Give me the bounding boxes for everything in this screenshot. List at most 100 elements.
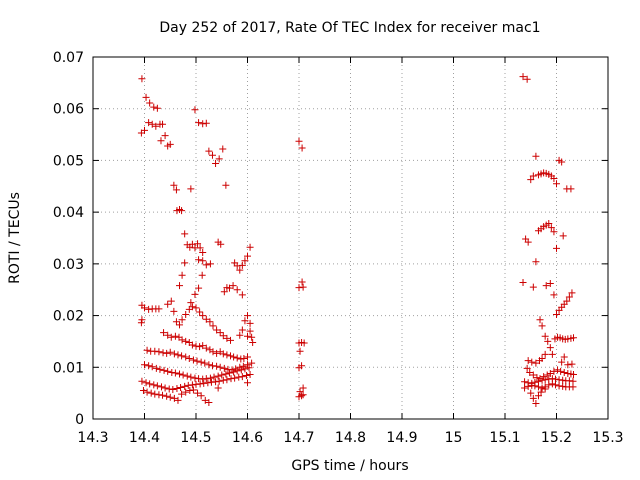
data-point [198, 271, 206, 279]
data-point [138, 316, 146, 324]
data-point [529, 283, 537, 291]
data-point [167, 333, 175, 341]
data-point [213, 349, 221, 357]
data-point [170, 350, 178, 358]
data-point [166, 348, 174, 356]
data-point [227, 336, 235, 344]
data-point [199, 120, 207, 128]
data-point [196, 308, 204, 316]
data-point [249, 338, 257, 346]
data-point [519, 278, 527, 286]
data-point [171, 369, 179, 377]
data-point [532, 399, 540, 407]
data-point [192, 342, 200, 350]
data-point [139, 387, 147, 395]
data-point [182, 388, 190, 396]
data-point [241, 257, 249, 265]
data-point [166, 393, 174, 401]
x-tick-label: 15 [445, 430, 463, 446]
data-point [529, 172, 537, 180]
data-point [145, 362, 153, 370]
data-point [205, 398, 213, 406]
data-point [529, 394, 537, 402]
data-point [524, 357, 532, 365]
data-point [299, 384, 307, 392]
data-point [540, 373, 548, 381]
data-point [531, 382, 539, 390]
data-point [534, 383, 542, 391]
data-point [555, 382, 563, 390]
data-point [244, 332, 251, 340]
data-point [550, 175, 558, 183]
y-tick-label: 0.02 [53, 309, 84, 325]
data-point [559, 376, 567, 384]
data-point [223, 334, 231, 342]
data-point [559, 232, 567, 240]
x-axis-label: GPS time / hours [291, 458, 408, 474]
data-point [548, 380, 556, 388]
data-point [524, 382, 532, 390]
data-point [165, 385, 173, 393]
data-point [166, 140, 174, 148]
data-point [299, 391, 307, 399]
data-point [295, 137, 303, 145]
data-point [150, 103, 158, 111]
data-point [224, 365, 232, 373]
data-point [524, 238, 532, 246]
data-point [206, 318, 214, 326]
data-point [222, 370, 230, 378]
data-point [568, 289, 576, 297]
data-point [527, 389, 535, 397]
data-point [174, 351, 182, 359]
data-point [536, 316, 544, 324]
data-point [195, 375, 203, 383]
data-point [193, 357, 201, 365]
data-point [246, 319, 254, 327]
data-point [555, 376, 563, 384]
y-tick-label: 0.06 [53, 102, 84, 118]
data-point [146, 99, 154, 107]
y-tick-label: 0.01 [53, 360, 84, 376]
data-point [189, 386, 197, 394]
data-point [213, 362, 221, 370]
data-point [159, 120, 167, 128]
data-point [194, 389, 202, 397]
data-point [187, 185, 195, 193]
data-point [223, 351, 231, 359]
x-tick-label: 15.3 [592, 430, 623, 446]
data-point [558, 358, 566, 366]
data-point [187, 299, 195, 307]
data-point [143, 388, 151, 396]
data-point [538, 354, 546, 362]
data-point [548, 350, 556, 358]
x-tick-label: 14.9 [386, 430, 417, 446]
data-point [523, 75, 531, 83]
y-axis-ticks: 0 0.01 0.02 0.03 0.04 0.05 0.06 0.07 [53, 50, 608, 428]
data-point [235, 373, 243, 381]
data-point [152, 364, 160, 372]
data-point [170, 181, 178, 189]
data-point [534, 392, 542, 400]
data-point [565, 377, 573, 385]
data-point [295, 364, 303, 372]
x-axis-ticks: 14.3 14.4 14.5 14.6 14.7 14.8 14.9 15 15.1 15.2 15… [77, 57, 624, 446]
data-point [201, 359, 209, 367]
data-point [212, 378, 220, 386]
data-point [199, 312, 207, 320]
x-tick-label: 15.2 [541, 430, 572, 446]
data-point [200, 379, 208, 387]
data-point [569, 371, 577, 379]
data-point [541, 376, 549, 384]
data-point [230, 353, 238, 361]
data-point [188, 240, 196, 248]
data-point [164, 300, 172, 308]
data-point [296, 347, 304, 355]
data-point [164, 367, 172, 375]
data-point [233, 354, 241, 362]
data-point [205, 361, 213, 369]
data-point [141, 126, 148, 134]
data-point [148, 363, 156, 371]
data-point [195, 284, 203, 292]
data-point [246, 243, 254, 251]
data-point [248, 333, 256, 341]
